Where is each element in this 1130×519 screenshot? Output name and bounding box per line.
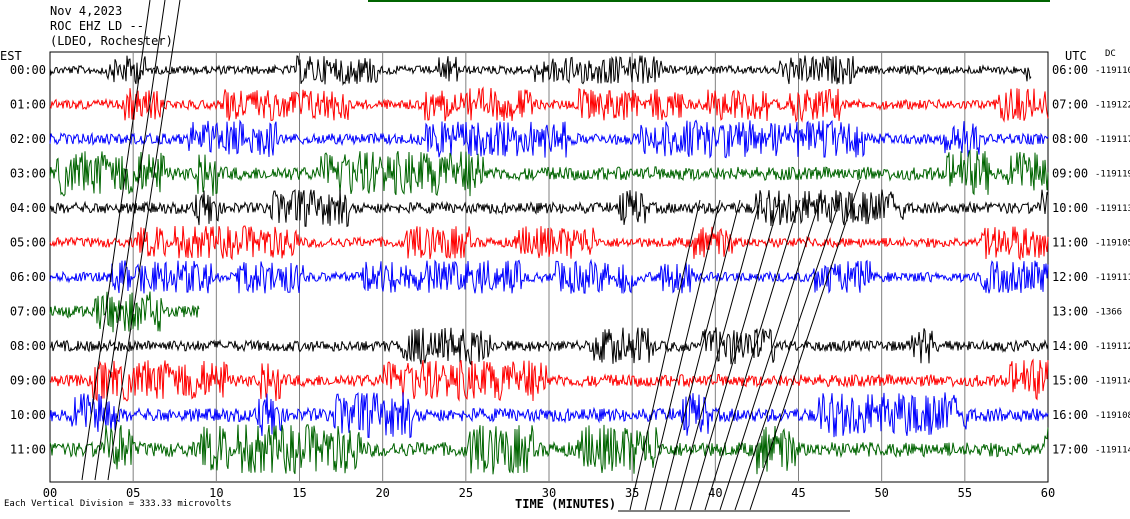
- utc-hour-label: 15:00: [1052, 374, 1088, 388]
- x-tick-label: 25: [459, 486, 473, 500]
- right-axis-title: UTC: [1065, 49, 1087, 63]
- timing-mark-line: [734, 199, 841, 511]
- timing-mark-line: [749, 179, 861, 511]
- timing-mark-line: [674, 199, 761, 511]
- est-hour-label: 08:00: [10, 339, 46, 353]
- est-hour-label: 05:00: [10, 236, 46, 250]
- trace-line: [49, 291, 200, 333]
- est-hour-label: 02:00: [10, 132, 46, 146]
- header-location: (LDEO, Rochester): [50, 34, 173, 48]
- dc-offset-label: -1191128: [1095, 342, 1130, 352]
- est-hour-label: 01:00: [10, 98, 46, 112]
- x-tick-label: 15: [292, 486, 306, 500]
- trace-line: [49, 424, 1049, 475]
- x-tick-label: 10: [209, 486, 223, 500]
- est-hour-label: 09:00: [10, 374, 46, 388]
- trace-line: [49, 392, 1049, 439]
- utc-hour-label: 10:00: [1052, 201, 1088, 215]
- dc-offset-label: -1191195: [1095, 170, 1130, 180]
- timing-mark-line: [704, 199, 801, 511]
- dc-label: DC: [1105, 49, 1116, 59]
- utc-hour-label: 11:00: [1052, 236, 1088, 250]
- x-tick-label: 00: [43, 486, 57, 500]
- utc-hour-label: 06:00: [1052, 63, 1088, 77]
- x-tick-label: 55: [958, 486, 972, 500]
- est-hour-label: 03:00: [10, 167, 46, 181]
- utc-hour-label: 14:00: [1052, 339, 1088, 353]
- x-tick-label: 35: [625, 486, 639, 500]
- utc-hour-label: 13:00: [1052, 305, 1088, 319]
- utc-hour-label: 16:00: [1052, 408, 1088, 422]
- dc-offset-label: -1191140: [1095, 377, 1130, 387]
- x-tick-label: 45: [791, 486, 805, 500]
- dc-offset-label: -1191228: [1095, 101, 1130, 111]
- timing-mark-line: [659, 199, 741, 511]
- dc-offset-label: -1191053: [1095, 239, 1130, 249]
- est-hour-label: 07:00: [10, 305, 46, 319]
- trace-line: [49, 225, 1049, 261]
- utc-hour-label: 08:00: [1052, 132, 1088, 146]
- x-tick-label: 60: [1041, 486, 1055, 500]
- dc-offset-label: -1191132: [1095, 204, 1130, 214]
- x-tick-label: 20: [375, 486, 389, 500]
- dc-offset-label: -1191145: [1095, 446, 1130, 456]
- utc-hour-label: 17:00: [1052, 443, 1088, 457]
- timing-mark-line: [719, 199, 821, 511]
- dc-offset-label: -1191170: [1095, 135, 1130, 145]
- header-date: Nov 4,2023: [50, 4, 123, 18]
- dc-offset-label: -1191089: [1095, 411, 1130, 421]
- timing-mark-line: [629, 199, 701, 511]
- dc-offset-label: -1191112: [1095, 273, 1130, 283]
- est-hour-label: 11:00: [10, 443, 46, 457]
- x-tick-label: 05: [126, 486, 140, 500]
- timing-mark-line: [689, 199, 781, 511]
- x-tick-label: 50: [874, 486, 888, 500]
- header-station: ROC EHZ LD --: [50, 19, 144, 33]
- trace-line: [49, 327, 1049, 366]
- trace-line: [49, 358, 1049, 402]
- est-hour-label: 10:00: [10, 408, 46, 422]
- trace-line: [49, 149, 1049, 197]
- est-hour-label: 04:00: [10, 201, 46, 215]
- trace-line: [49, 55, 1032, 87]
- trace-line: [49, 258, 1049, 295]
- est-hour-label: 00:00: [10, 63, 46, 77]
- trace-line: [49, 119, 1049, 159]
- utc-hour-label: 09:00: [1052, 167, 1088, 181]
- timing-mark-line: [644, 199, 721, 511]
- utc-hour-label: 07:00: [1052, 98, 1088, 112]
- x-tick-label: 30: [542, 486, 556, 500]
- xaxis-title: TIME (MINUTES): [515, 497, 617, 511]
- utc-hour-label: 12:00: [1052, 270, 1088, 284]
- timing-mark-line: [81, 0, 151, 481]
- trace-line: [49, 189, 1049, 228]
- timing-mark-line: [107, 0, 181, 481]
- left-axis-title: EST: [0, 49, 22, 63]
- timing-mark-line: [94, 0, 166, 481]
- dc-offset-label: -1366: [1095, 308, 1122, 318]
- scale-note: Each Vertical Division = 333.33 microvol…: [4, 499, 232, 509]
- est-hour-label: 06:00: [10, 270, 46, 284]
- trace-line: [49, 86, 1049, 123]
